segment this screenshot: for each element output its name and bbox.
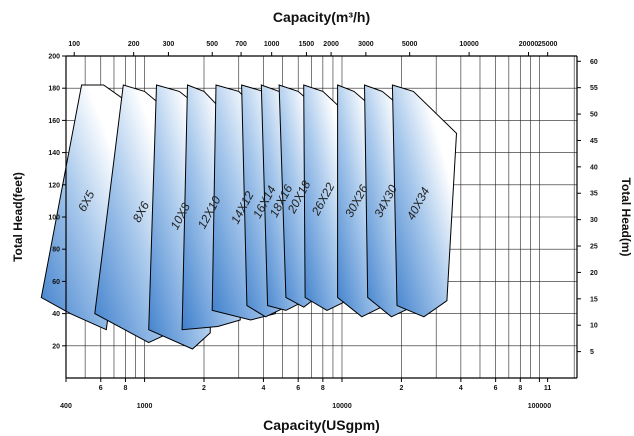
bottom-tick-label: 2 <box>202 385 206 392</box>
left-tick-label: 20 <box>52 343 60 350</box>
top-tick-label: 1000 <box>264 41 280 48</box>
bottom-tick-label: 4 <box>459 385 463 392</box>
bottom-tick-label: 10000 <box>332 403 352 410</box>
top-tick-label: 300 <box>163 41 175 48</box>
right-tick-label: 60 <box>590 59 598 66</box>
bottom-tick-label: 100000 <box>528 403 551 410</box>
bottom-tick-label: 1000 <box>137 403 153 410</box>
top-tick-label: 500 <box>206 41 218 48</box>
top-tick-label: 1500 <box>299 41 315 48</box>
top-tick-label: 2000 <box>323 41 339 48</box>
bottom-tick-label: 6 <box>99 385 103 392</box>
axes <box>62 52 581 382</box>
left-tick-label: 200 <box>48 54 60 61</box>
right-tick-label: 5 <box>590 349 594 356</box>
left-axis-title: Total Head(feet) <box>11 172 25 262</box>
bottom-tick-label: 11 <box>544 385 552 392</box>
top-tick-label: 200 <box>128 41 140 48</box>
right-tick-label: 40 <box>590 164 598 171</box>
right-tick-label: 25 <box>590 244 598 251</box>
top-tick-label: 10000 <box>459 41 479 48</box>
band-40X34 <box>391 84 458 318</box>
right-tick-label: 55 <box>590 85 598 92</box>
top-tick-label: 700 <box>235 41 247 48</box>
top-tick-label: 25000 <box>538 41 558 48</box>
right-tick-label: 10 <box>590 323 598 330</box>
left-tick-label: 80 <box>52 247 60 254</box>
left-tick-label: 160 <box>48 118 60 125</box>
left-tick-label: 60 <box>52 279 60 286</box>
top-tick-label: 20000 <box>519 41 539 48</box>
right-tick-label: 35 <box>590 191 598 198</box>
axis-labels: 20 40 60 80 100 120 140 160 180 200 5 10 15 20 25 30 35 4… <box>11 9 633 433</box>
top-tick-label: 5000 <box>402 41 418 48</box>
bottom-tick-label: 8 <box>321 385 325 392</box>
right-tick-label: 45 <box>590 138 598 145</box>
bottom-tick-label: 2 <box>399 385 403 392</box>
left-tick-label: 120 <box>48 182 60 189</box>
right-tick-label: 30 <box>590 217 598 224</box>
top-tick-label: 3000 <box>358 41 374 48</box>
bottom-tick-label: 8 <box>518 385 522 392</box>
right-tick-label: 50 <box>590 112 598 119</box>
right-tick-label: 15 <box>590 296 598 303</box>
top-tick-label: 100 <box>68 41 80 48</box>
bottom-tick-label: 4 <box>261 385 265 392</box>
bottom-tick-label: 6 <box>494 385 498 392</box>
left-tick-label: 40 <box>52 311 60 318</box>
top-axis-title: Capacity(m³/h) <box>273 9 370 25</box>
right-axis-title: Total Head(m) <box>619 177 633 256</box>
right-tick-label: 20 <box>590 270 598 277</box>
bottom-tick-label: 400 <box>60 403 72 410</box>
bottom-axis-title: Capacity(USgpm) <box>263 417 380 433</box>
bottom-tick-label: 8 <box>123 385 127 392</box>
left-tick-label: 140 <box>48 150 60 157</box>
left-tick-label: 180 <box>48 86 60 93</box>
bottom-tick-label: 6 <box>296 385 300 392</box>
left-tick-label: 100 <box>48 215 60 222</box>
pump-bands: 6X5 8X6 10X8 12X10 14X1216X1418X1620X1826X22… <box>40 84 458 350</box>
